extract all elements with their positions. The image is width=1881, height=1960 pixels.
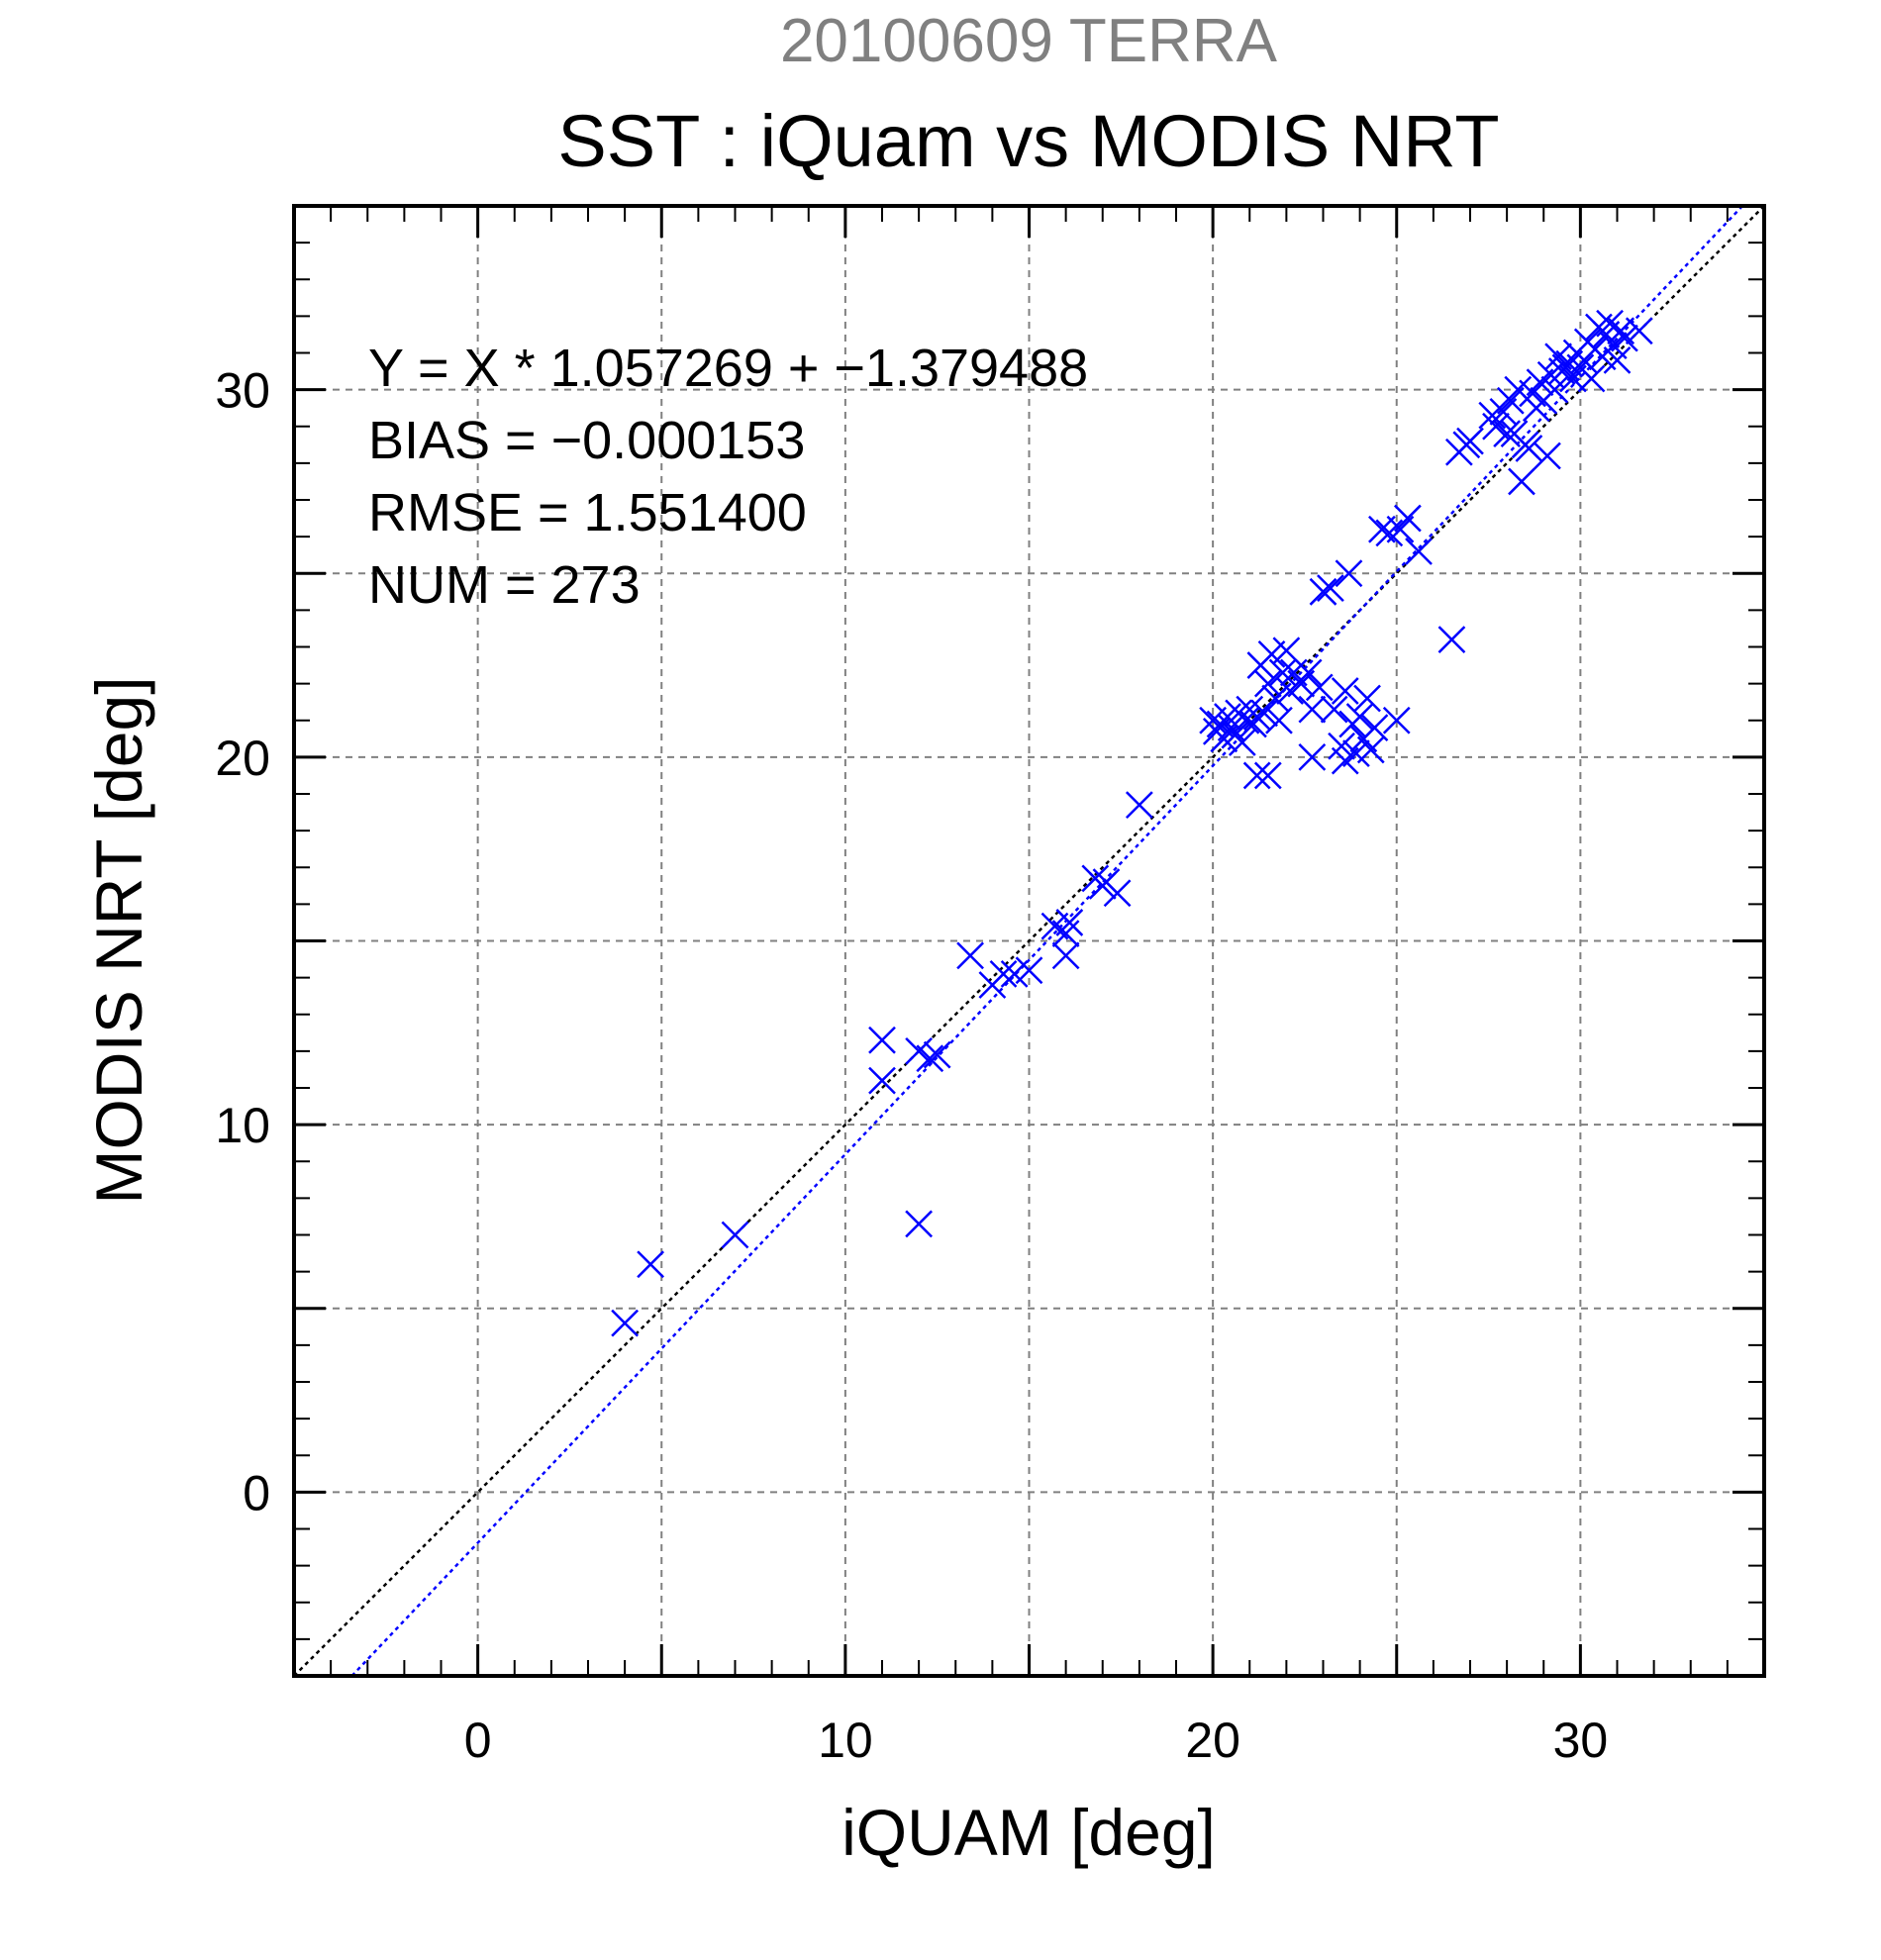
data-point <box>1394 504 1422 533</box>
stats-line: Y = X * 1.057269 + −1.379488 <box>368 339 1088 398</box>
data-point <box>1103 879 1132 908</box>
data-point <box>637 1250 664 1279</box>
data-point <box>1272 637 1301 665</box>
data-point <box>1493 420 1522 448</box>
y-tick-label: 30 <box>215 363 270 419</box>
x-axis-label: iQUAM [deg] <box>842 1796 1216 1869</box>
data-point <box>1508 467 1535 496</box>
data-point <box>1360 714 1389 742</box>
data-point <box>1577 364 1606 393</box>
data-point <box>1298 695 1327 724</box>
stats-line: NUM = 273 <box>368 555 641 615</box>
x-tick-label: 10 <box>818 1713 873 1768</box>
data-point <box>1534 441 1561 470</box>
y-axis-label: MODIS NRT [deg] <box>82 676 155 1204</box>
data-point <box>1265 706 1293 735</box>
data-point <box>1051 920 1080 947</box>
chart-suptitle: 20100609 TERRA <box>780 7 1278 75</box>
data-point <box>868 1066 896 1095</box>
stats-line: RMSE = 1.551400 <box>368 483 807 542</box>
data-point <box>905 1210 934 1238</box>
data-point <box>1214 703 1241 731</box>
data-point <box>1331 677 1359 705</box>
reference-lines <box>293 205 1765 1677</box>
data-point <box>1540 375 1569 404</box>
data-point <box>1603 346 1632 374</box>
data-point <box>1317 574 1344 602</box>
data-point <box>989 960 1018 988</box>
data-point <box>916 1044 944 1073</box>
data-point <box>1625 317 1653 345</box>
plot-frame <box>292 204 1766 1678</box>
data-point <box>1309 577 1337 606</box>
data-point <box>1335 559 1363 588</box>
data-point <box>1305 673 1334 702</box>
data-point <box>1298 742 1327 771</box>
data-point <box>1055 909 1084 936</box>
data-point <box>1320 695 1348 724</box>
data-point <box>1051 941 1080 970</box>
data-point <box>1478 401 1507 430</box>
x-tick-label: 20 <box>1185 1713 1240 1768</box>
stats-annotation: Y = X * 1.057269 + −1.379488 BIAS = −0.00… <box>368 339 1088 615</box>
data-point <box>1382 706 1411 735</box>
x-tick-label: 0 <box>464 1713 492 1768</box>
data-point <box>1611 324 1638 352</box>
data-point <box>1125 791 1153 820</box>
major-ticks <box>294 206 1764 1676</box>
data-point <box>1375 519 1404 547</box>
data-point <box>1437 626 1466 653</box>
data-point <box>1353 684 1381 713</box>
data-point <box>1294 658 1323 687</box>
data-point <box>611 1309 640 1337</box>
data-point <box>923 1040 951 1069</box>
identity-line <box>293 205 1765 1677</box>
data-point <box>1232 706 1260 735</box>
data-point <box>1405 538 1433 565</box>
data-points <box>611 309 1653 1337</box>
stats-line: BIAS = −0.000153 <box>368 411 805 470</box>
data-point <box>1250 699 1278 728</box>
data-point <box>1515 435 1543 462</box>
data-point <box>956 941 984 970</box>
data-point <box>721 1221 749 1249</box>
y-tick-label: 0 <box>243 1465 270 1520</box>
y-tick-label: 20 <box>215 731 270 786</box>
data-point <box>1015 956 1043 985</box>
data-point <box>1253 669 1282 698</box>
chart-title: SST : iQuam vs MODIS NRT <box>557 100 1499 182</box>
tick-labels: 0 10 20 30 0 10 20 30 <box>215 363 1608 1768</box>
y-tick-label: 10 <box>215 1098 270 1153</box>
data-point <box>868 1026 896 1054</box>
data-point <box>1253 761 1282 790</box>
data-point <box>1242 761 1271 790</box>
data-point <box>1456 427 1484 455</box>
x-tick-label: 30 <box>1553 1713 1609 1768</box>
